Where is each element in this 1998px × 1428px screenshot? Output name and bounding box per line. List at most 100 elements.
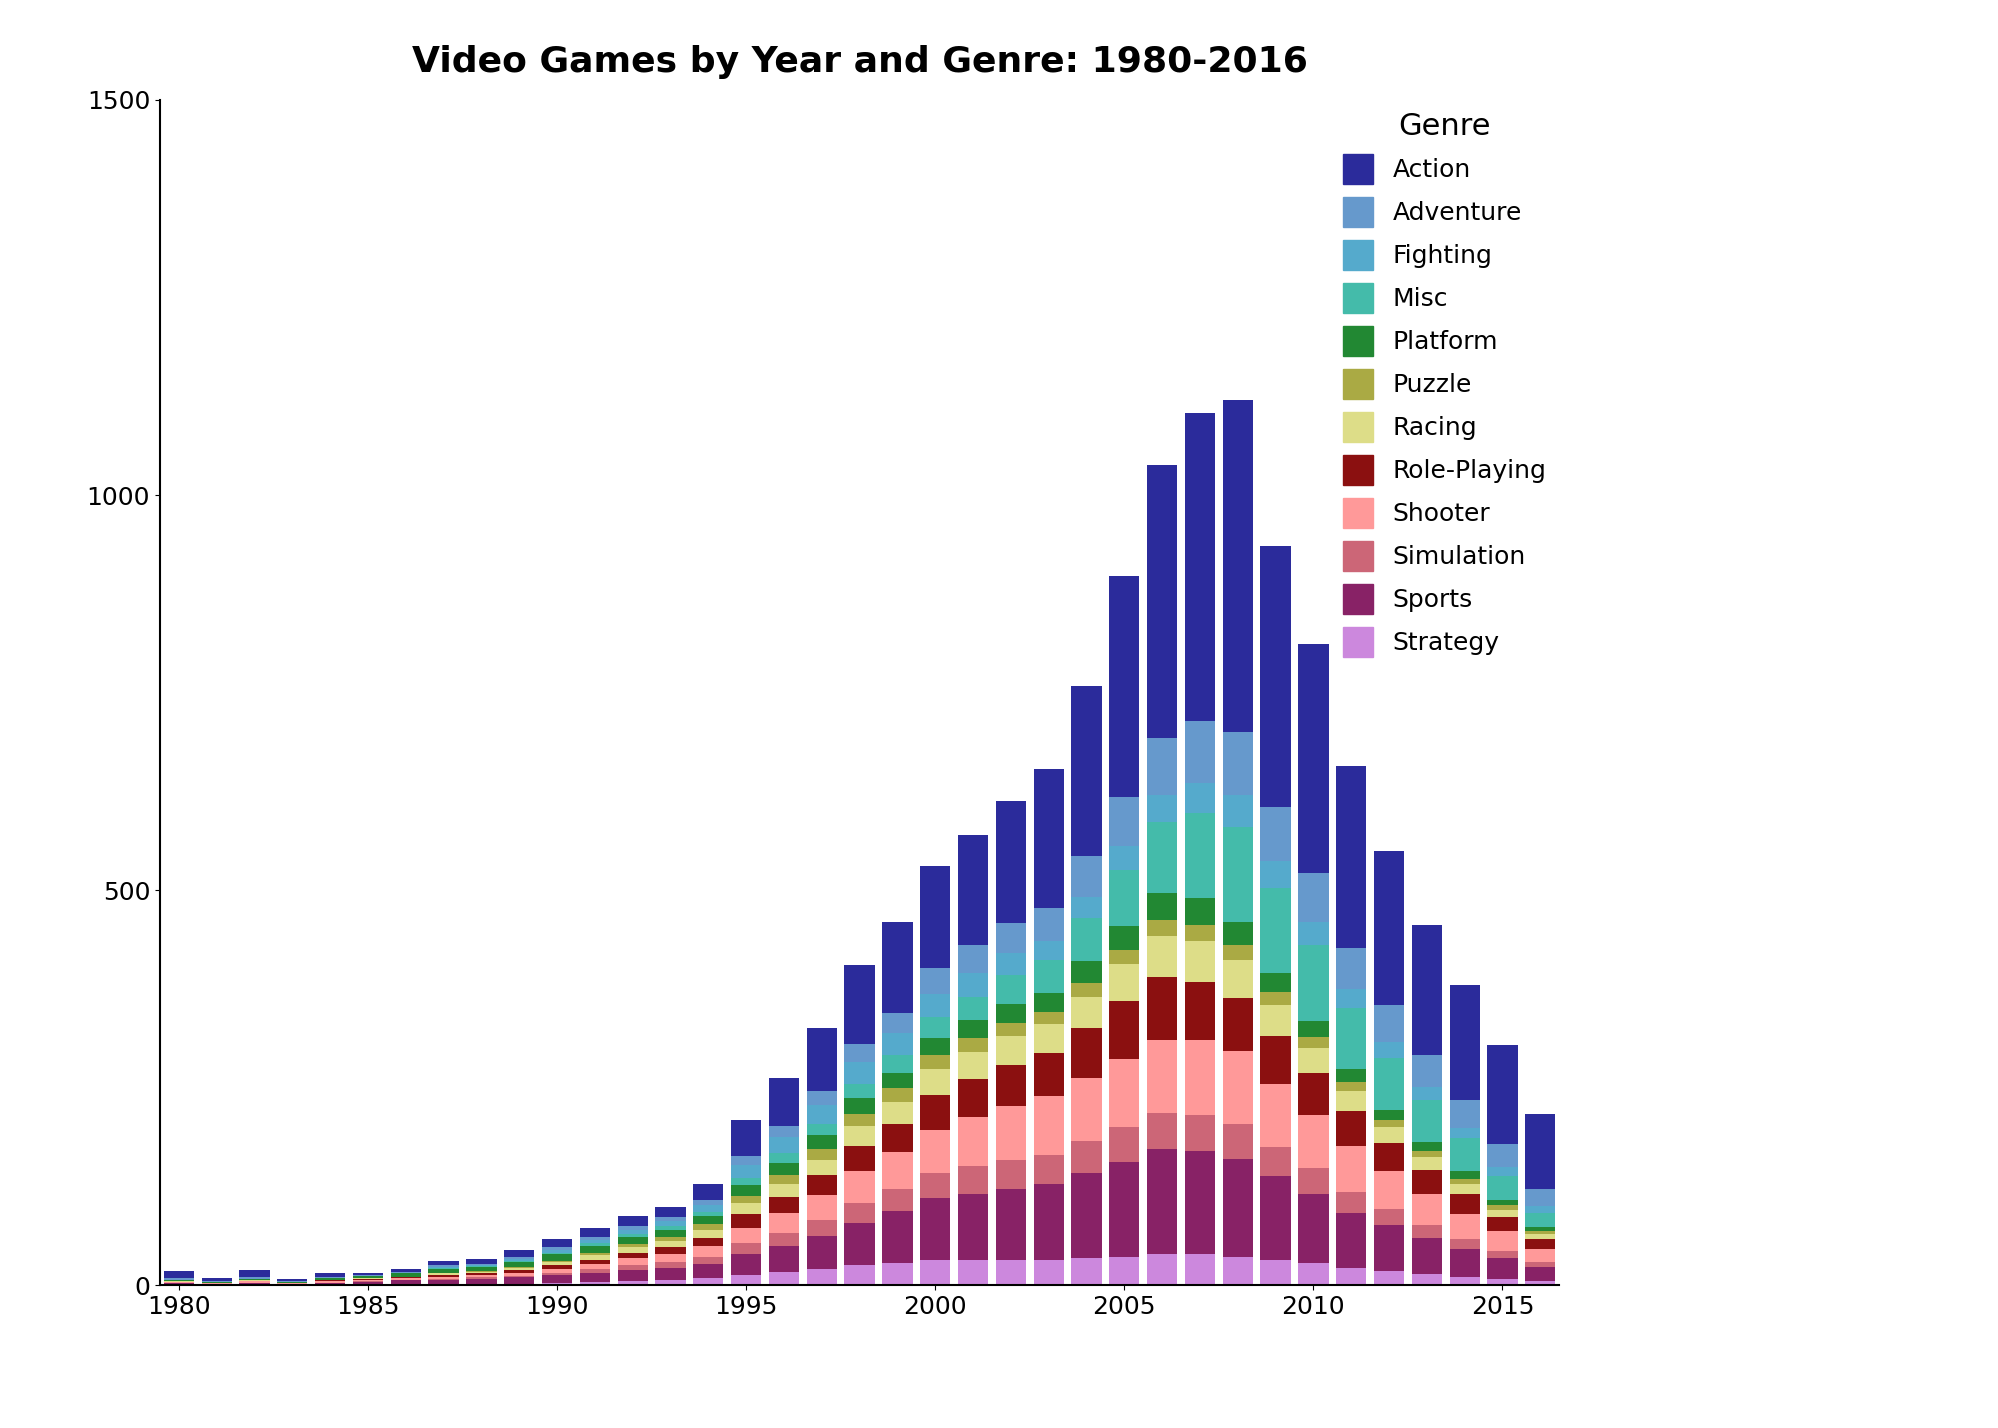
Bar [541, 1272, 571, 1275]
Bar [769, 1272, 799, 1285]
Bar [1261, 807, 1291, 861]
Bar [1335, 1147, 1367, 1192]
Bar [503, 1268, 533, 1269]
Bar [807, 1028, 837, 1091]
Bar [428, 1261, 458, 1265]
Bar [769, 1232, 799, 1247]
Bar [693, 1247, 723, 1257]
Bar [503, 1272, 533, 1275]
Bar [164, 1282, 194, 1285]
Bar [1297, 945, 1329, 1021]
Bar [807, 1160, 837, 1175]
Bar [1223, 998, 1253, 1051]
Bar [390, 1278, 422, 1279]
Bar [1373, 1120, 1403, 1127]
Title: Video Games by Year and Genre: 1980-2016: Video Games by Year and Genre: 1980-2016 [412, 46, 1307, 79]
Bar [881, 1211, 911, 1264]
Bar [352, 1282, 384, 1285]
Bar [655, 1221, 685, 1225]
Bar [731, 1155, 761, 1165]
Bar [1261, 888, 1291, 972]
Bar [1449, 1128, 1479, 1138]
Bar [1185, 813, 1215, 898]
Bar [1223, 795, 1253, 827]
Bar [881, 1032, 911, 1055]
Bar [1335, 988, 1367, 1008]
Bar [693, 1184, 723, 1200]
Bar [466, 1264, 496, 1265]
Bar [1033, 1097, 1063, 1155]
Bar [731, 1202, 761, 1214]
Bar [1411, 925, 1441, 1055]
Bar [957, 1117, 987, 1165]
Bar [1373, 1142, 1403, 1171]
Bar [579, 1255, 609, 1259]
Bar [579, 1264, 609, 1269]
Bar [1487, 1045, 1516, 1144]
Bar [693, 1200, 723, 1205]
Bar [769, 1198, 799, 1214]
Bar [957, 1052, 987, 1080]
Bar [1297, 1168, 1329, 1194]
Bar [1335, 1212, 1367, 1268]
Bar [579, 1244, 609, 1245]
Bar [1147, 920, 1177, 935]
Bar [617, 1258, 647, 1265]
Bar [1147, 935, 1177, 977]
Bar [1411, 1238, 1441, 1274]
Bar [1411, 1170, 1441, 1194]
Bar [1033, 992, 1063, 1012]
Bar [843, 1098, 875, 1114]
Bar [843, 1044, 875, 1061]
Bar [503, 1275, 533, 1277]
Bar [1223, 827, 1253, 921]
Bar [1449, 1214, 1479, 1240]
Bar [1185, 783, 1215, 813]
Bar [919, 1017, 949, 1038]
Bar [617, 1281, 647, 1285]
Bar [919, 1198, 949, 1259]
Bar [1524, 1212, 1554, 1227]
Bar [617, 1215, 647, 1225]
Bar [655, 1268, 685, 1281]
Bar [617, 1230, 647, 1234]
Bar [1185, 925, 1215, 941]
Bar [731, 1185, 761, 1195]
Bar [1071, 1258, 1101, 1285]
Bar [164, 1271, 194, 1278]
Bar [503, 1259, 533, 1261]
Bar [843, 965, 875, 1044]
Bar [541, 1261, 571, 1262]
Bar [1185, 1114, 1215, 1151]
Bar [655, 1237, 685, 1241]
Bar [1297, 1114, 1329, 1168]
Bar [731, 1228, 761, 1244]
Bar [881, 1102, 911, 1124]
Bar [579, 1272, 609, 1282]
Bar [655, 1241, 685, 1247]
Bar [731, 1214, 761, 1228]
Bar [1487, 1258, 1516, 1279]
Bar [541, 1282, 571, 1285]
Bar [1147, 823, 1177, 894]
Bar [693, 1205, 723, 1212]
Bar [1109, 1060, 1139, 1127]
Bar [1411, 1274, 1441, 1285]
Bar [693, 1230, 723, 1238]
Bar [957, 1259, 987, 1285]
Bar [1261, 1259, 1291, 1285]
Bar [1185, 898, 1215, 925]
Bar [579, 1240, 609, 1244]
Bar [541, 1251, 571, 1252]
Bar [995, 801, 1025, 924]
Bar [503, 1284, 533, 1285]
Bar [769, 1138, 799, 1154]
Bar [655, 1281, 685, 1285]
Bar [995, 1160, 1025, 1188]
Bar [1147, 466, 1177, 738]
Bar [1109, 950, 1139, 964]
Bar [957, 1194, 987, 1259]
Bar [1261, 1177, 1291, 1259]
Bar [428, 1265, 458, 1267]
Bar [1223, 1124, 1253, 1158]
